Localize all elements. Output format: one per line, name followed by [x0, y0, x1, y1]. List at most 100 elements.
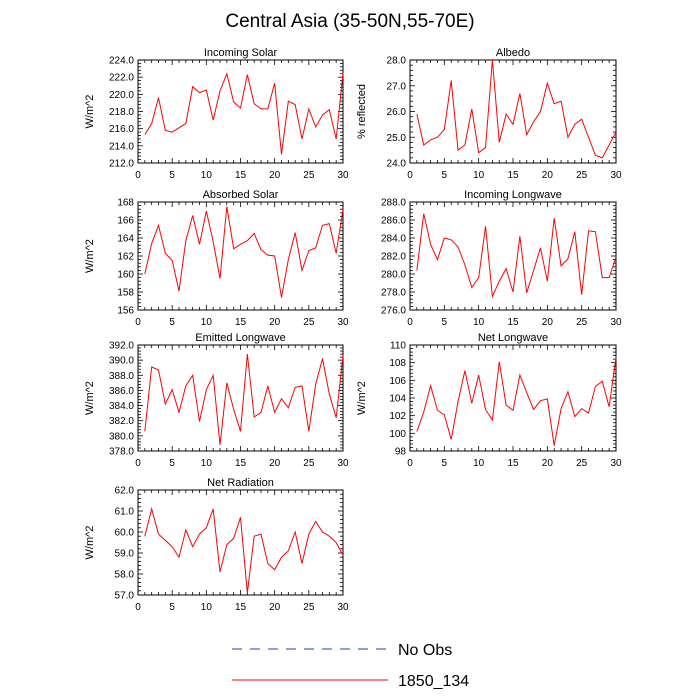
y-tick-label: 284.0	[381, 234, 406, 245]
y-axis-label-albedo: % reflected	[356, 84, 368, 139]
panel-emitted-longwave: Emitted Longwave 0 5 10 15 20 25 30 378.0 380.0 38…	[84, 332, 349, 469]
panel-net-radiation: Net Radiation 0 5 10 15 20 25 30 57.0 58.0 59.0 60.…	[84, 477, 349, 613]
x-tick-label: 10	[473, 458, 485, 469]
panel-title-net-longwave: Net Longwave	[478, 332, 548, 344]
panel-albedo: Albedo 0 5 10 15 20 25 30 24.0 25.0 26.0 27.0 28.0 % …	[356, 47, 622, 181]
y-tick-label: 224.0	[109, 56, 134, 67]
x-tick-label: 5	[169, 170, 175, 181]
panel-frame-incoming-longwave	[409, 201, 617, 311]
x-tick-label: 0	[135, 170, 141, 181]
y-axis-label-absorbed-solar: W/m^2	[84, 239, 96, 273]
x-tick-label: 30	[610, 458, 622, 469]
x-tick-label: 25	[303, 170, 315, 181]
x-tick-label: 30	[337, 317, 349, 328]
y-tick-label: 108	[389, 358, 406, 369]
x-tick-label: 5	[169, 317, 175, 328]
y-tick-label: 390.0	[109, 356, 134, 367]
y-tick-label: 60.0	[115, 528, 135, 539]
x-tick-label: 15	[235, 458, 247, 469]
y-tick-label: 27.0	[387, 81, 407, 92]
x-tick-label: 30	[337, 602, 349, 613]
x-tick-label: 0	[135, 458, 141, 469]
y-tick-label: 382.0	[109, 416, 134, 427]
panel-title-net-radiation: Net Radiation	[207, 477, 274, 489]
panel-absorbed-solar: Absorbed Solar 0 5 10 15 20 25 30 156 158 160 162 16…	[84, 189, 349, 328]
y-tick-label: 388.0	[109, 371, 134, 382]
x-tick-label: 15	[507, 458, 519, 469]
x-tick-label: 15	[507, 317, 519, 328]
y-tick-label: 214.0	[109, 141, 134, 152]
y-tick-label: 158	[117, 288, 134, 299]
y-axis-label-net-longwave: W/m^2	[356, 381, 368, 415]
y-tick-label: 384.0	[109, 401, 134, 412]
x-tick-label: 25	[303, 458, 315, 469]
series-line-1850-134	[416, 213, 617, 299]
x-tick-label: 20	[542, 458, 554, 469]
panel-title-incoming-longwave: Incoming Longwave	[464, 189, 562, 201]
y-tick-label: 160	[117, 270, 134, 281]
x-tick-label: 20	[542, 170, 554, 181]
panel-incoming-longwave: Incoming Longwave 0 5 10 15 20 25 30 276.0 278.0 2…	[381, 189, 622, 328]
y-tick-label: 58.0	[115, 570, 135, 581]
panel-frame-absorbed-solar	[137, 201, 344, 311]
y-axis-label-incoming-solar: W/m^2	[84, 95, 96, 129]
x-tick-label: 30	[337, 458, 349, 469]
x-tick-label: 5	[169, 602, 175, 613]
panel-frame-net-longwave	[409, 344, 617, 452]
y-tick-label: 380.0	[109, 431, 134, 442]
series-line-1850-134	[144, 72, 344, 155]
x-tick-label: 25	[303, 317, 315, 328]
legend-label-1850-134: 1850_134	[398, 673, 469, 690]
series-line-1850-134	[144, 206, 344, 298]
y-tick-label: 280.0	[381, 270, 406, 281]
x-tick-label: 20	[269, 602, 281, 613]
x-tick-label: 5	[442, 170, 448, 181]
x-tick-label: 30	[610, 317, 622, 328]
series-line-1850-134	[416, 59, 617, 159]
x-tick-label: 10	[201, 317, 213, 328]
y-tick-label: 216.0	[109, 124, 134, 135]
y-tick-label: 378.0	[109, 447, 134, 458]
y-tick-label: 24.0	[387, 159, 407, 170]
series-line-1850-134	[144, 354, 344, 445]
x-tick-label: 5	[169, 458, 175, 469]
y-tick-label: 106	[389, 376, 406, 387]
y-tick-label: 28.0	[387, 56, 407, 67]
series-line-1850-134	[144, 506, 344, 593]
y-tick-label: 98	[395, 447, 407, 458]
panel-frame-net-radiation	[137, 489, 344, 596]
y-tick-label: 282.0	[381, 252, 406, 263]
y-tick-label: 218.0	[109, 107, 134, 118]
y-tick-label: 62.0	[115, 486, 135, 497]
x-tick-label: 10	[473, 170, 485, 181]
x-tick-label: 10	[201, 602, 213, 613]
x-tick-label: 0	[135, 602, 141, 613]
x-tick-label: 10	[201, 170, 213, 181]
panel-title-albedo: Albedo	[496, 47, 530, 59]
y-tick-label: 220.0	[109, 90, 134, 101]
y-tick-label: 276.0	[381, 306, 406, 317]
y-tick-label: 156	[117, 306, 134, 317]
y-tick-label: 222.0	[109, 73, 134, 84]
legend: No Obs 1850_134	[232, 642, 469, 690]
x-tick-label: 0	[407, 170, 413, 181]
panel-title-incoming-solar: Incoming Solar	[204, 47, 278, 59]
y-tick-label: 288.0	[381, 198, 406, 209]
x-tick-label: 5	[442, 317, 448, 328]
y-tick-label: 110	[390, 341, 406, 352]
panel-title-emitted-longwave: Emitted Longwave	[195, 332, 286, 344]
y-tick-label: 166	[117, 216, 134, 227]
series-line-1850-134	[416, 357, 617, 446]
y-tick-label: 61.0	[115, 507, 135, 518]
y-tick-label: 162	[117, 252, 134, 263]
y-tick-label: 164	[117, 234, 134, 245]
x-tick-label: 25	[576, 458, 588, 469]
x-tick-label: 20	[269, 317, 281, 328]
x-tick-label: 0	[407, 317, 413, 328]
x-tick-label: 20	[269, 458, 281, 469]
y-tick-label: 102	[389, 411, 406, 422]
x-tick-label: 25	[303, 602, 315, 613]
y-tick-label: 386.0	[109, 386, 134, 397]
y-tick-label: 278.0	[381, 288, 406, 299]
